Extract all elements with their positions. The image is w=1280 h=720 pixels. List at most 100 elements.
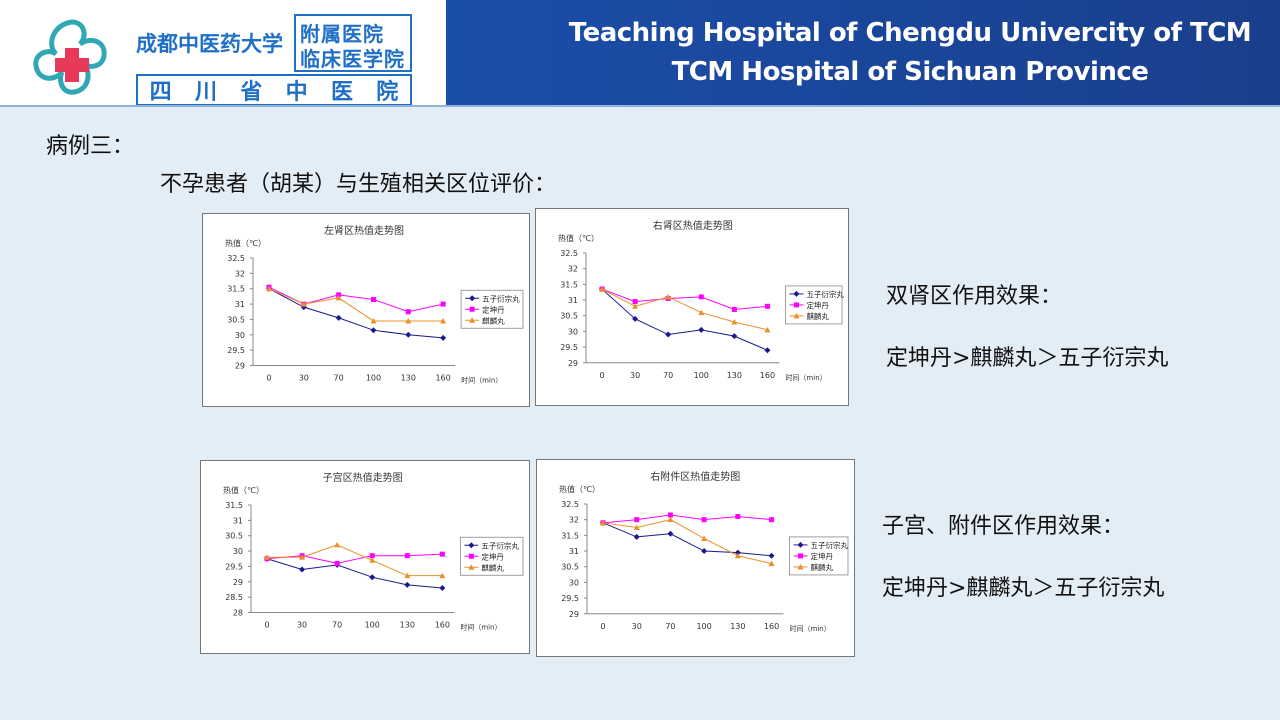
y-axis-label: 热值（℃）: [223, 485, 264, 495]
y-tick-label: 31: [233, 516, 243, 525]
chart-title: 右附件区热值走势图: [650, 470, 740, 483]
affiliated-box: 附属医院 临床医学院: [294, 14, 412, 72]
data-point: [599, 286, 605, 292]
data-point: [300, 301, 307, 307]
y-tick-label: 29: [569, 610, 579, 619]
series-line: [268, 288, 444, 322]
series-1: [600, 512, 775, 526]
y-tick-label: 29.5: [227, 346, 245, 355]
legend-label: 麒麟丸: [481, 562, 504, 572]
series-line: [601, 288, 768, 310]
affiliated-line-1: 附属医院: [300, 22, 384, 46]
x-tick-label: 160: [435, 374, 450, 383]
data-point: [469, 306, 475, 312]
y-tick-label: 30.5: [561, 563, 579, 572]
case-title: 病例三：: [46, 134, 135, 159]
y-tick-label: 29.5: [560, 343, 578, 352]
data-point: [798, 553, 804, 559]
data-point: [768, 560, 775, 567]
data-point: [299, 554, 306, 560]
y-tick-label: 31.5: [561, 531, 579, 540]
data-point: [369, 574, 376, 581]
series-line: [601, 288, 768, 331]
series-1: [599, 286, 770, 312]
legend-label: 五子衍宗丸: [811, 540, 849, 550]
series-2: [264, 541, 446, 579]
series-line: [267, 544, 443, 577]
data-point: [370, 327, 377, 334]
x-tick-label: 160: [764, 622, 779, 631]
slide-subtitle: 不孕患者（胡某）与生殖相关区位评价：: [160, 172, 557, 197]
series-line: [602, 522, 772, 557]
legend-label: 五子衍宗丸: [806, 289, 844, 299]
data-point: [764, 303, 770, 309]
data-point: [667, 516, 674, 523]
x-tick-label: 100: [694, 371, 709, 380]
y-tick-label: 28: [233, 609, 243, 618]
y-tick-label: 32.5: [561, 500, 579, 509]
x-tick-label: 100: [366, 374, 381, 383]
y-tick-label: 31: [235, 300, 245, 309]
data-point: [369, 557, 376, 563]
x-tick-label: 130: [400, 621, 415, 630]
province-char: 院: [376, 79, 399, 105]
data-point: [768, 552, 775, 559]
y-tick-label: 30.5: [560, 312, 578, 321]
y-axis-label: 热值（℃）: [558, 233, 599, 243]
x-tick-label: 100: [365, 621, 380, 630]
province-char: 医: [330, 79, 353, 105]
data-point: [734, 552, 741, 559]
y-tick-label: 32.5: [560, 249, 578, 258]
y-tick-label: 29: [235, 362, 245, 371]
legend-label: 五子衍宗丸: [482, 293, 520, 303]
province-char: 省: [240, 79, 263, 105]
series-line: [266, 558, 443, 589]
series-line: [602, 519, 772, 565]
x-tick-label: 30: [630, 371, 640, 380]
kidney-effect-label: 双肾区作用效果：: [886, 284, 1063, 309]
x-tick-label: 70: [332, 621, 342, 630]
data-point: [370, 296, 376, 302]
series-0: [264, 555, 446, 591]
data-point: [439, 551, 445, 557]
legend-label: 麒麟丸: [806, 311, 829, 321]
x-tick-label: 0: [600, 622, 605, 631]
data-point: [335, 314, 342, 321]
province-char: 四: [149, 79, 172, 105]
y-tick-label: 31: [568, 296, 578, 305]
province-char: 川: [194, 79, 217, 105]
x-tick-label: 30: [299, 374, 309, 383]
y-tick-label: 30: [568, 327, 578, 336]
series-line: [601, 288, 768, 351]
data-point: [764, 347, 771, 354]
data-point: [334, 541, 341, 548]
data-point: [667, 530, 674, 537]
hospital-logo-icon: [33, 19, 107, 95]
data-point: [336, 292, 342, 298]
province-hospital-box: 四 川 省 中 医 院: [136, 74, 412, 106]
affiliated-line-2: 临床医学院: [300, 47, 405, 71]
y-tick-label: 31: [569, 547, 579, 556]
chart-right-adnexa: 右附件区热值走势图 热值（℃） 29 29.5 30 30.5 31 31.5 32 32.5 0 3…: [536, 459, 855, 657]
series-2: [266, 285, 447, 324]
data-point: [793, 302, 799, 308]
data-point: [404, 581, 411, 588]
data-point: [632, 315, 639, 322]
x-tick-label: 160: [760, 371, 775, 380]
series-0: [599, 286, 771, 354]
y-tick-label: 30.5: [227, 315, 245, 324]
data-point: [439, 584, 446, 591]
chart-title: 子宫区热值走势图: [323, 471, 403, 484]
data-point: [405, 317, 412, 324]
y-tick-label: 29.5: [561, 594, 579, 603]
data-point: [665, 293, 672, 300]
chart-uterus: 子宫区热值走势图 热值（℃） 28 28.5 29 29.5 30 30.5 31 31.5 0 30…: [200, 460, 530, 654]
chart-left-kidney: 左肾区热值走势图 热值（℃） 29 29.5 30 30.5 31 31.5 32 32.5 0 30…: [202, 213, 530, 407]
data-point: [698, 294, 704, 300]
